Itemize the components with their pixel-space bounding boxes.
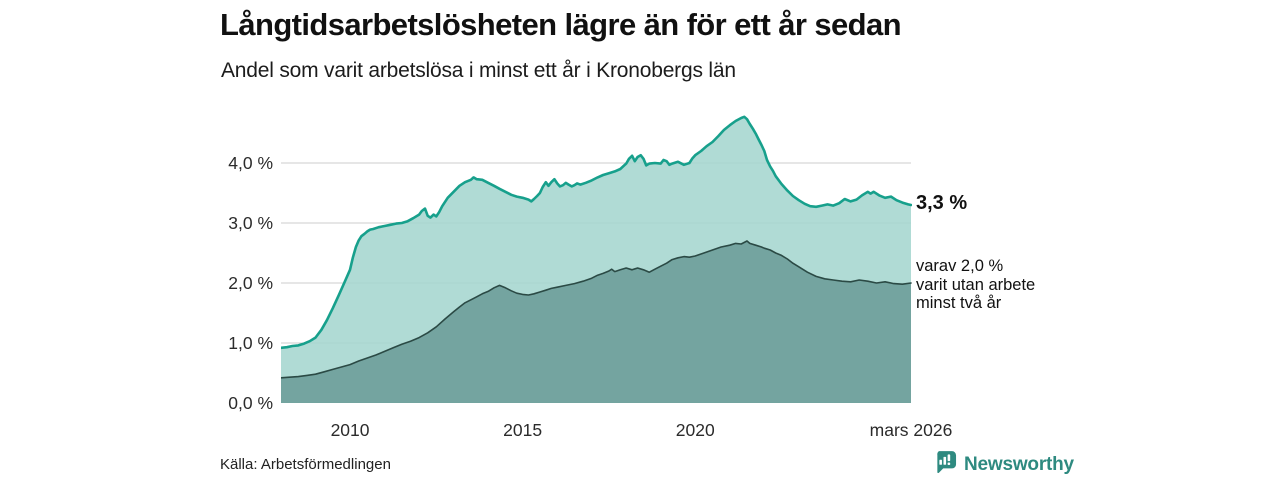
- secondary-annotation: varav 2,0 % varit utan arbete minst två …: [916, 257, 1036, 312]
- line-series-1: [281, 115, 912, 350]
- line-series-2: [281, 240, 912, 379]
- brand-name: Newsworthy: [964, 453, 1074, 475]
- x-tick-label: 2020: [675, 420, 715, 440]
- y-tick-label: 1,0 %: [228, 333, 273, 353]
- page-title: Långtidsarbetslösheten lägre än för ett …: [220, 7, 902, 42]
- x-tick-label: 2010: [330, 420, 370, 440]
- y-tick-label: 2,0 %: [228, 273, 273, 293]
- newsworthy-logo-icon: [934, 450, 957, 479]
- area-chart-plot: [281, 115, 912, 404]
- x-tick-label: mars 2026: [869, 420, 953, 440]
- x-tick-label: 2015: [503, 420, 543, 440]
- area-series-2: [281, 241, 911, 403]
- y-tick-label: 4,0 %: [228, 153, 273, 173]
- y-tick-label: 3,0 %: [228, 213, 273, 233]
- chart-subtitle: Andel som varit arbetslösa i minst ett å…: [221, 59, 736, 82]
- latest-value-annotation: 3,3 %: [916, 192, 968, 214]
- source-credit: Källa: Arbetsförmedlingen: [220, 456, 391, 473]
- brand-lockup: Newsworthy: [934, 450, 1074, 479]
- y-tick-label: 0,0 %: [228, 393, 273, 413]
